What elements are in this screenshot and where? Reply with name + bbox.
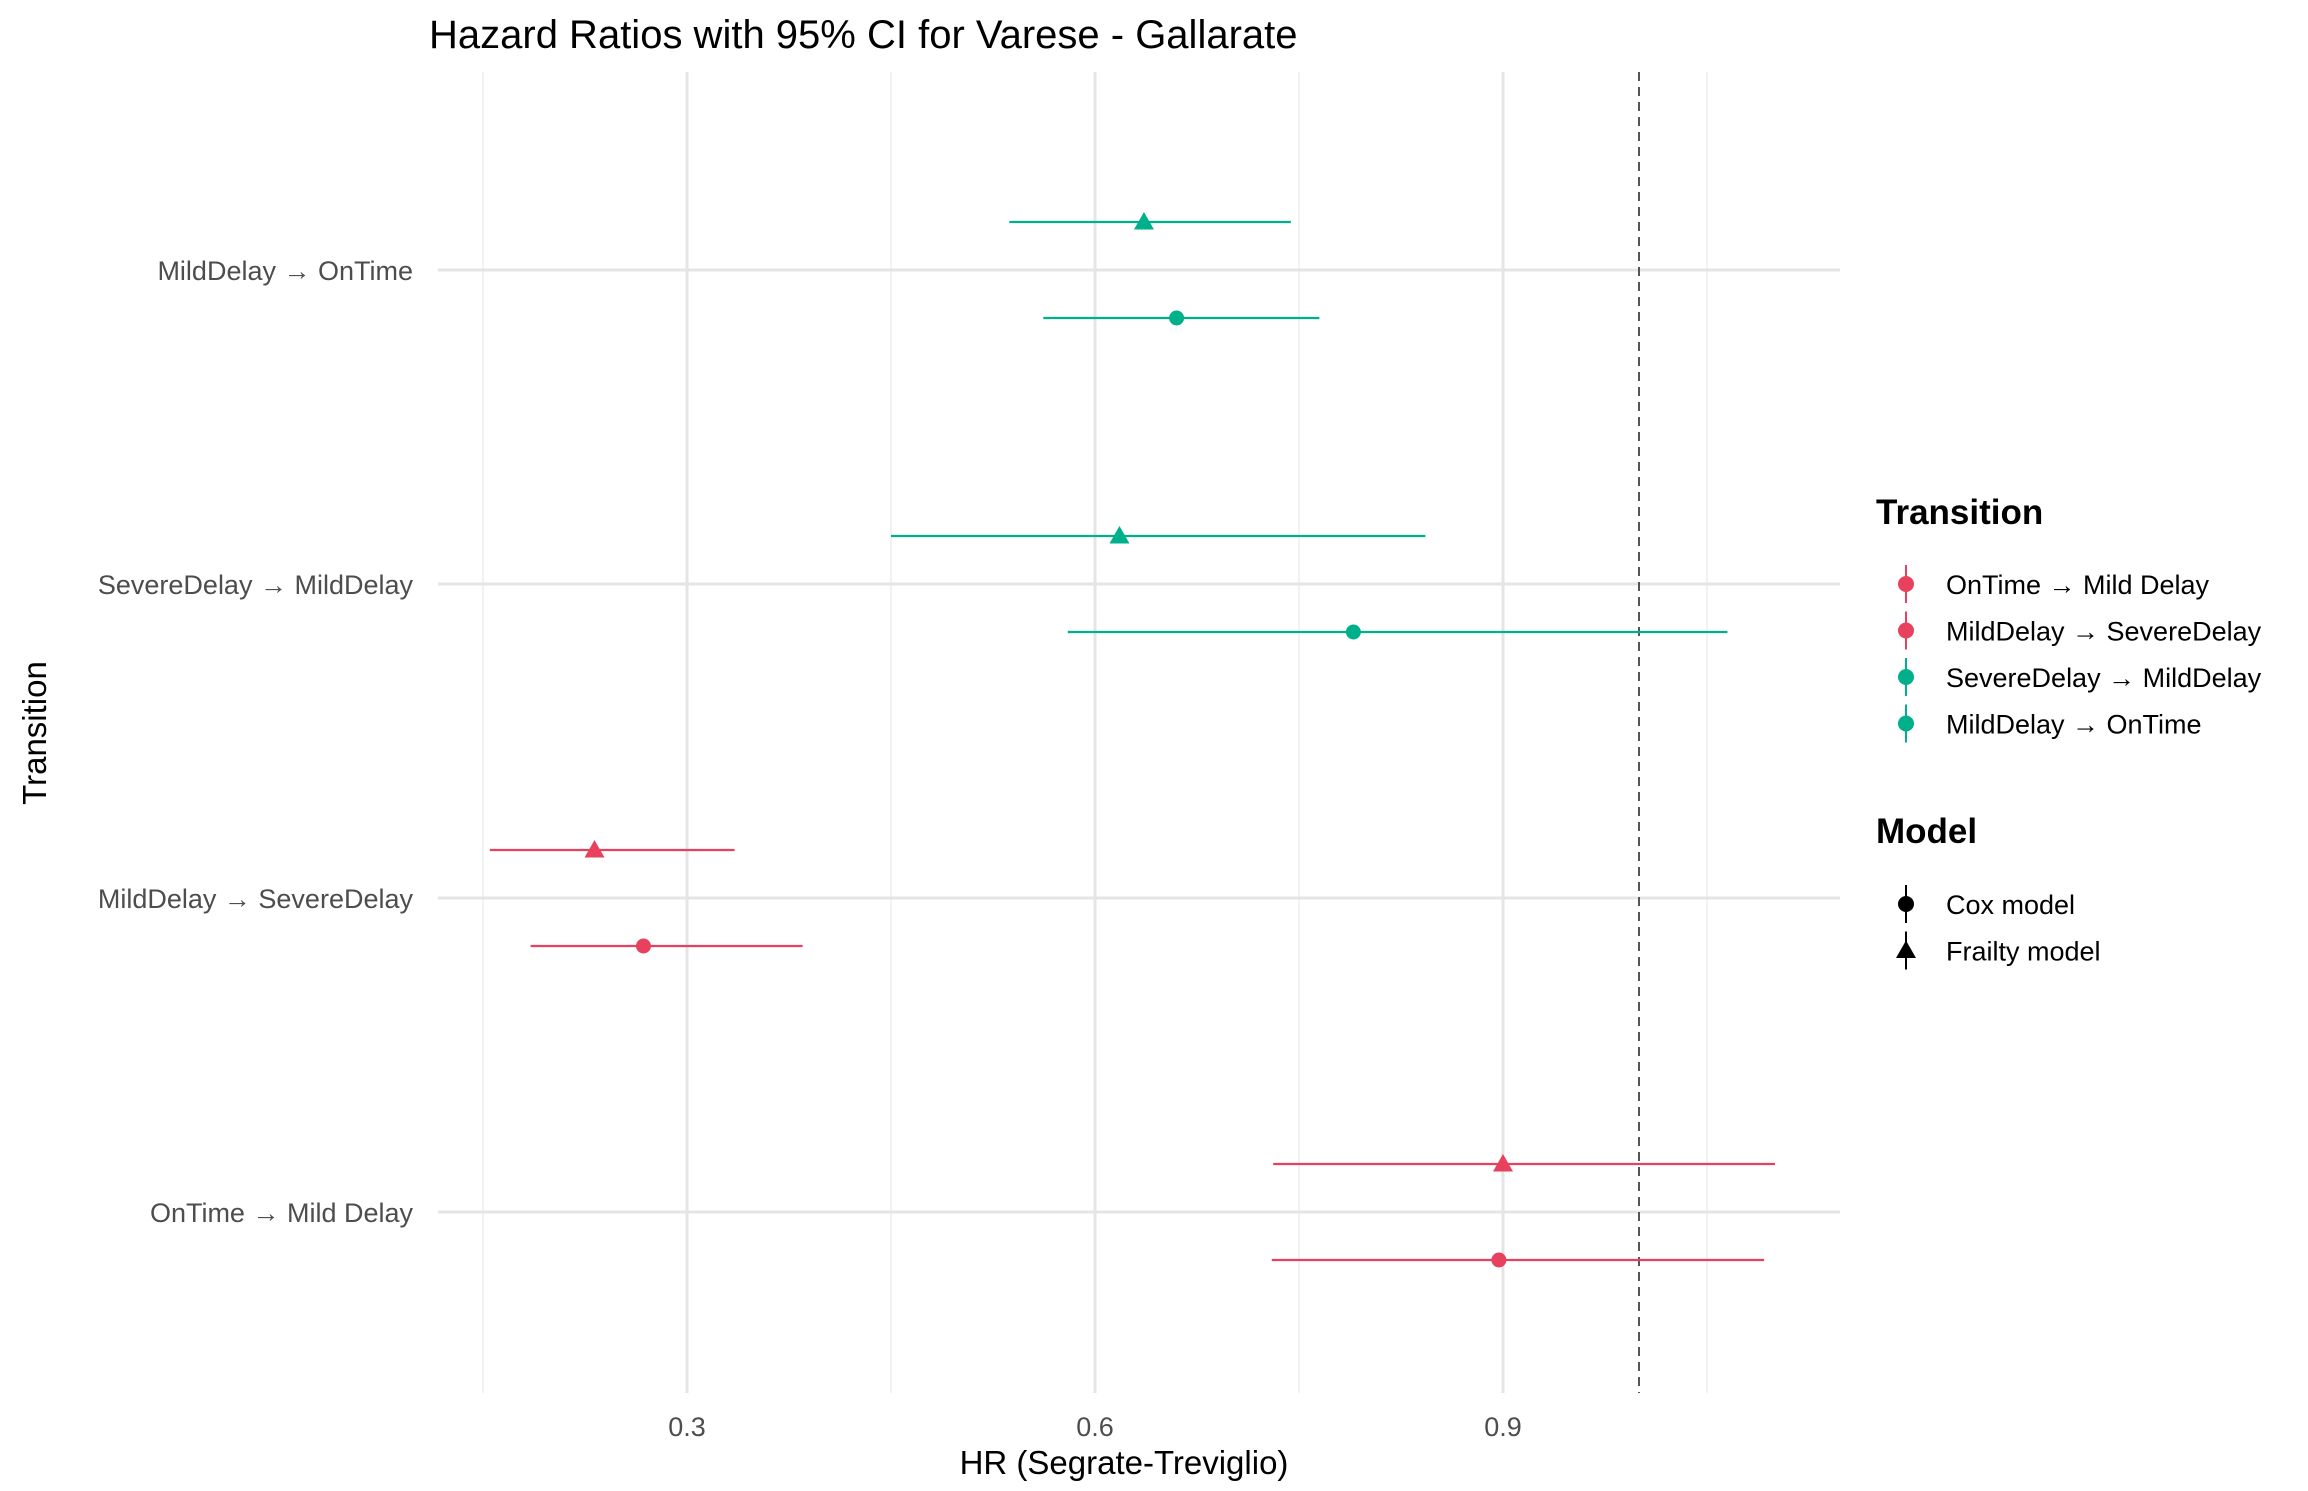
legend-label-milddelay-ontime: MildDelay → OnTime [1946, 710, 2202, 740]
legend-key-point-severedelay-milddelay [1898, 669, 1914, 685]
point-milddelay-ontime-cox [1169, 310, 1185, 326]
legend-label-milddelay-severedelay: MildDelay → SevereDelay [1946, 617, 2262, 647]
y-tick-label-ontime-mild-delay: OnTime → Mild Delay [150, 1198, 414, 1228]
point-milddelay-severedelay-cox [635, 938, 651, 954]
x-tick-label: 0.6 [1076, 1412, 1114, 1442]
legend-key-point-ontime-mild-delay [1898, 576, 1914, 592]
legend-title-transition: Transition [1876, 493, 2043, 532]
legend: Transition Model OnTime → Mild Delay Mild… [1876, 493, 2262, 970]
y-tick-label-severedelay-milddelay: SevereDelay → MildDelay [98, 570, 414, 600]
legend-label-severedelay-milddelay: SevereDelay → MildDelay [1946, 663, 2262, 693]
legend-title-model: Model [1876, 812, 1977, 851]
legend-label-ontime-mild-delay: OnTime → Mild Delay [1946, 570, 2210, 600]
y-tick-label-milddelay-ontime: MildDelay → OnTime [157, 256, 413, 286]
x-tick-label: 0.3 [668, 1412, 706, 1442]
y-axis-title: Transition [16, 661, 53, 805]
legend-label-frailty-model: Frailty model [1946, 937, 2101, 967]
point-milddelay-ontime-frailty [1133, 212, 1154, 230]
point-ontime-mild-delay-cox [1491, 1252, 1507, 1268]
x-tick-label: 0.9 [1484, 1412, 1522, 1442]
legend-key-point-milddelay-severedelay [1898, 622, 1914, 639]
x-axis-title: HR (Segrate-Treviglio) [960, 1444, 1289, 1481]
legend-label-cox-model: Cox model [1946, 890, 2075, 920]
point-severedelay-milddelay-frailty [1109, 526, 1130, 544]
legend-key-triangle-icon [1896, 940, 1916, 958]
chart-title: Hazard Ratios with 95% CI for Varese - G… [429, 13, 1298, 57]
legend-key-circle-icon [1898, 896, 1914, 912]
point-ontime-mild-delay-frailty [1493, 1154, 1513, 1172]
axis-layer: 0.3 0.6 0.9 OnTime → Mild Delay MildDelay → … [98, 256, 1522, 1442]
point-milddelay-severedelay-frailty [584, 840, 605, 858]
data-layer [489, 212, 1775, 1268]
y-tick-label-milddelay-severedelay: MildDelay → SevereDelay [98, 884, 414, 914]
legend-key-point-milddelay-ontime [1898, 715, 1914, 732]
grid-layer [438, 72, 1840, 1393]
point-severedelay-milddelay-cox [1345, 624, 1361, 640]
